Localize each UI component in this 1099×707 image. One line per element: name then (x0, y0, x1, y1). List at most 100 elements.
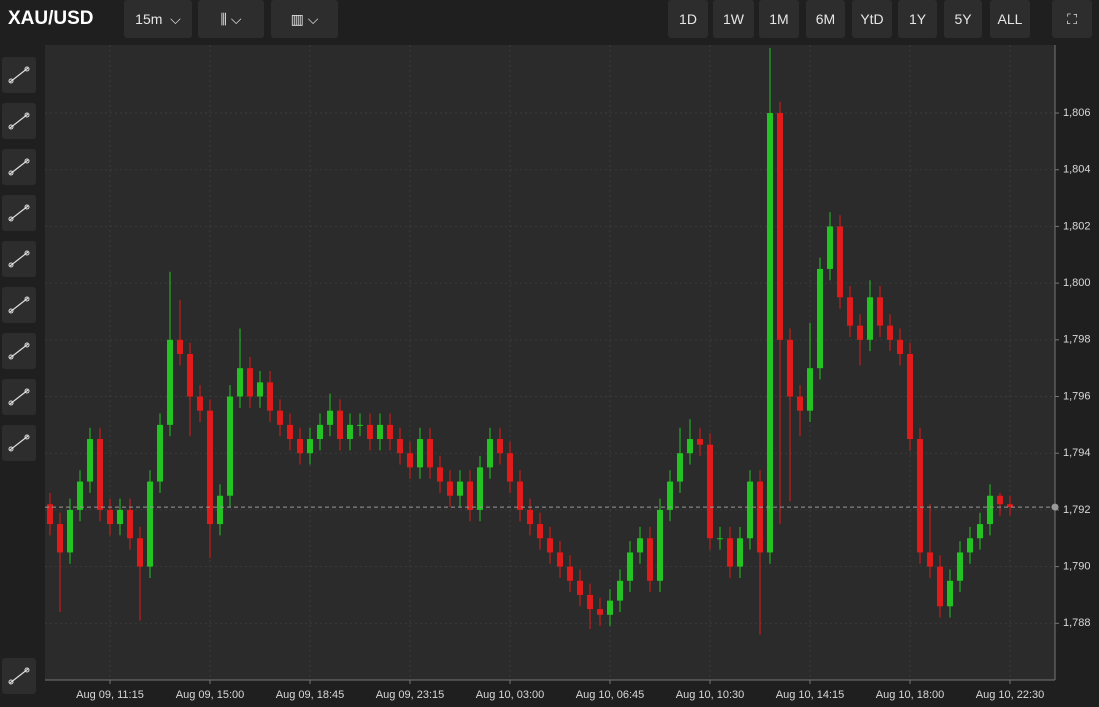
candle-body (297, 439, 303, 454)
candle-body (227, 396, 233, 496)
candle-body (487, 439, 493, 468)
tool-icon (8, 296, 30, 314)
range-button[interactable]: 1M (759, 0, 799, 38)
candle-body (157, 424, 163, 482)
drawing-tool[interactable] (2, 195, 36, 231)
drawing-tool[interactable] (2, 379, 36, 415)
candle-body (907, 353, 913, 440)
candle-body (367, 424, 373, 440)
x-tick-label: Aug 09, 11:15 (76, 689, 144, 701)
candle-body (107, 509, 113, 525)
candle-body (127, 509, 133, 539)
candle-body (247, 368, 253, 397)
candle-body (407, 453, 413, 468)
symbol[interactable]: XAU/USD (8, 8, 94, 29)
candle-body (1007, 504, 1013, 508)
candle-body (647, 538, 653, 581)
candle-body (497, 439, 503, 454)
fullscreen-button[interactable]: ⛶ (1052, 0, 1092, 38)
y-tick-label: 1,790 (1063, 561, 1091, 573)
candle-body (987, 495, 993, 525)
candle-body (557, 552, 563, 567)
candle-body (177, 339, 183, 354)
range-button[interactable]: 5Y (944, 0, 982, 38)
candle-body (517, 481, 523, 510)
candle-body (467, 481, 473, 510)
tool-icon (8, 66, 30, 84)
candle-body (587, 594, 593, 610)
x-tick-label: Aug 09, 15:00 (176, 689, 245, 701)
x-tick-label: Aug 09, 18:45 (276, 689, 345, 701)
drawing-tool[interactable] (2, 149, 36, 185)
y-tick-label: 1,800 (1063, 277, 1091, 289)
range-button[interactable]: 1Y (898, 0, 937, 38)
tool-icon (8, 112, 30, 130)
chart-type-button[interactable]: ⫼ ⌵ (198, 0, 264, 38)
indicators-button[interactable]: ▥ ⌵ (271, 0, 338, 38)
candle-body (727, 538, 733, 567)
y-tick-label: 1,796 (1063, 390, 1091, 402)
candle-body (817, 268, 823, 369)
candle-body (477, 467, 483, 510)
candle-body (347, 424, 353, 440)
candle-body (57, 524, 63, 553)
candle-body (687, 439, 693, 454)
candle-body (997, 495, 1003, 505)
candle-body (697, 439, 703, 445)
drawing-tool[interactable] (2, 658, 36, 694)
candle-body (607, 600, 613, 615)
tool-icon (8, 158, 30, 176)
candle-body (327, 410, 333, 425)
candle-body (307, 439, 313, 454)
drawing-tool[interactable] (2, 425, 36, 461)
drawing-tool[interactable] (2, 287, 36, 323)
candle-body (807, 368, 813, 411)
candle-body (937, 566, 943, 607)
y-tick-label: 1,804 (1063, 164, 1091, 176)
candle-body (877, 297, 883, 326)
candle-body (337, 410, 343, 440)
candle-body (977, 524, 983, 539)
range-button[interactable]: YtD (852, 0, 892, 38)
range-button[interactable]: ALL (990, 0, 1030, 38)
candle-body (67, 509, 73, 553)
candle-body (87, 439, 93, 482)
range-button[interactable]: 6M (806, 0, 845, 38)
y-tick-label: 1,806 (1063, 107, 1091, 119)
tool-icon (8, 204, 30, 222)
candle-body (427, 439, 433, 468)
interval-button[interactable]: 15m ⌵ (124, 0, 192, 38)
candle-body (957, 552, 963, 581)
candle-body (637, 538, 643, 553)
candle-body (797, 396, 803, 411)
x-tick-label: Aug 10, 22:30 (976, 689, 1045, 701)
candle-body (597, 609, 603, 615)
candle-body (967, 538, 973, 553)
drawing-tool[interactable] (2, 241, 36, 277)
candle-body (317, 424, 323, 440)
x-tick-label: Aug 10, 06:45 (576, 689, 645, 701)
range-button[interactable]: 1W (713, 0, 754, 38)
candle-body (417, 439, 423, 468)
candle-body (657, 509, 663, 581)
x-tick-label: Aug 10, 14:15 (776, 689, 845, 701)
y-tick-label: 1,794 (1063, 447, 1091, 459)
candle-body (387, 424, 393, 440)
candle-body (777, 113, 783, 340)
left-toolbar (0, 45, 42, 707)
candle-body (287, 424, 293, 440)
drawing-tool[interactable] (2, 333, 36, 369)
candle-body (167, 339, 173, 425)
candle-body (627, 552, 633, 581)
candle-body (947, 580, 953, 607)
tool-icon (8, 667, 30, 685)
candle-body (277, 410, 283, 425)
candle-body (77, 481, 83, 510)
x-tick-label: Aug 10, 10:30 (676, 689, 745, 701)
candle-body (267, 382, 273, 411)
drawing-tool[interactable] (2, 57, 36, 93)
range-button[interactable]: 1D (668, 0, 708, 38)
drawing-tool[interactable] (2, 103, 36, 139)
candle-body (747, 481, 753, 539)
